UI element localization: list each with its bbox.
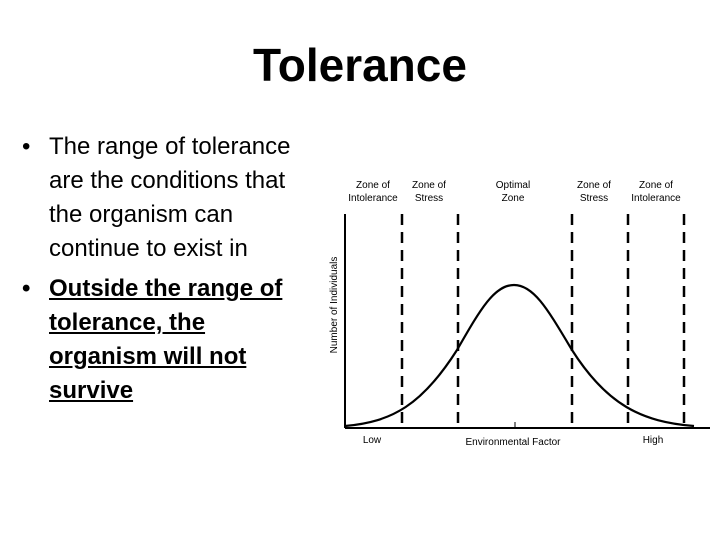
bullet-text: The range of tolerance are the condition… xyxy=(49,133,291,262)
zone-label-optimal-line1: Optimal xyxy=(496,180,530,191)
zone-label-intolerance-left-line1: Zone of xyxy=(356,180,390,191)
zone-boundaries xyxy=(400,214,686,428)
bullet-item-outside: • Outside the range of tolerance, the or… xyxy=(22,272,312,408)
bullet-dot-icon: • xyxy=(22,133,31,160)
tolerance-bell-curve xyxy=(344,283,695,428)
slide-title: Tolerance xyxy=(253,39,467,91)
bullet-item-range: • The range of tolerance are the conditi… xyxy=(22,130,312,266)
x-axis-label: Environmental Factor xyxy=(465,437,561,448)
zone-label-stress-right-line2: Stress xyxy=(580,193,608,204)
x-high-label: High xyxy=(643,435,664,446)
zone-label-intolerance-left-line2: Intolerance xyxy=(348,193,398,204)
zone-label-optimal-line2: Zone xyxy=(502,193,525,204)
zone-label-stress-left-line2: Stress xyxy=(415,193,443,204)
tolerance-diagram: Zone of Intolerance Zone of Stress Optim… xyxy=(329,180,710,448)
y-axis-label: Number of Individuals xyxy=(329,257,340,354)
zone-label-stress-right-line1: Zone of xyxy=(577,180,611,191)
zone-label-intolerance-right-line2: Intolerance xyxy=(631,193,681,204)
zone-label-intolerance-right-line1: Zone of xyxy=(639,180,673,191)
zone-labels: Zone of Intolerance Zone of Stress Optim… xyxy=(348,180,681,204)
zone-label-stress-left-line1: Zone of xyxy=(412,180,446,191)
bullet-text-emphasis: Outside the range of tolerance, the orga… xyxy=(49,275,283,404)
bullet-dot-icon: • xyxy=(22,275,31,302)
bullet-list: • The range of tolerance are the conditi… xyxy=(22,130,312,414)
x-low-label: Low xyxy=(363,435,382,446)
